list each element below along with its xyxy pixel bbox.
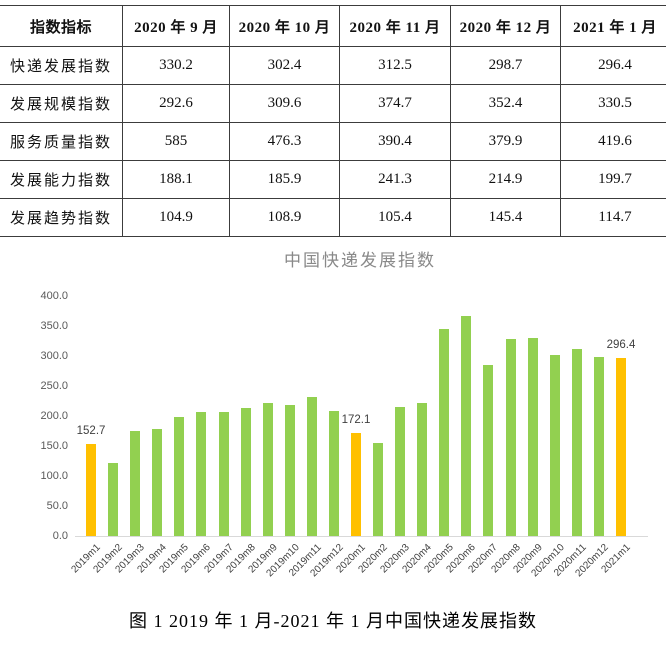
header-cell-month: 2020 年 11 月 (339, 5, 451, 47)
value-cell: 145.4 (450, 198, 561, 237)
header-cell-indicator: 指数指标 (0, 5, 123, 47)
bar-2020m5 (439, 329, 450, 536)
row-label: 快递发展指数 (0, 46, 123, 85)
y-axis-tick: 400.0 (40, 290, 68, 302)
value-cell: 185.9 (229, 160, 340, 199)
row-label: 服务质量指数 (0, 122, 123, 161)
index-table-body: 快递发展指数 330.2 302.4 312.5 298.7 296.4 发展规模指数 292… (0, 46, 666, 237)
bar-2021m1 (615, 358, 626, 536)
bar-2020m9 (527, 337, 538, 536)
figure-caption: 图 1 2019 年 1 月-2021 年 1 月中国快递发展指数 (129, 611, 537, 631)
bar-2019m2 (108, 463, 119, 536)
y-axis-tick: 150.0 (40, 440, 68, 452)
value-cell: 585 (122, 122, 230, 161)
value-cell: 379.9 (450, 122, 561, 161)
value-cell: 108.9 (229, 198, 340, 237)
header-cell-month: 2020 年 12 月 (450, 5, 561, 47)
bar-2020m11 (571, 348, 582, 536)
bar-2020m2 (373, 443, 384, 536)
bar-2019m1 (86, 444, 97, 536)
value-cell: 105.4 (339, 198, 451, 237)
value-cell: 298.7 (450, 46, 561, 85)
bar-2019m3 (130, 431, 141, 536)
y-axis-tick: 0.0 (52, 530, 68, 542)
header-row: 指数指标 2020 年 9 月 2020 年 10 月 2020 年 11 月 … (0, 5, 666, 47)
value-cell: 241.3 (339, 160, 451, 199)
value-cell: 104.9 (122, 198, 230, 237)
bar-2019m8 (240, 408, 251, 536)
table-row: 发展趋势指数 104.9 108.9 105.4 145.4 114.7 (0, 198, 666, 237)
value-cell: 188.1 (122, 160, 230, 199)
index-table: 指数指标 2020 年 9 月 2020 年 10 月 2020 年 11 月 … (0, 5, 666, 237)
value-cell: 476.3 (229, 122, 340, 161)
y-axis-tick: 200.0 (40, 410, 68, 422)
value-cell: 292.6 (122, 84, 230, 123)
value-cell: 312.5 (339, 46, 451, 85)
bar-2019m4 (152, 429, 163, 536)
table-row: 快递发展指数 330.2 302.4 312.5 298.7 296.4 (0, 46, 666, 85)
header-cell-month: 2020 年 10 月 (229, 5, 340, 47)
table-row: 发展规模指数 292.6 309.6 374.7 352.4 330.5 (0, 84, 666, 123)
chart-title: 中国快递发展指数 (284, 251, 436, 270)
bar-chart: 0.0 50.0 100.0 150.0 200.0 250.0 300.0 350.0 400… (0, 290, 666, 610)
index-table-header: 指数指标 2020 年 9 月 2020 年 10 月 2020 年 11 月 … (0, 5, 666, 47)
y-axis-tick: 350.0 (40, 320, 68, 332)
table-row: 发展能力指数 188.1 185.9 241.3 214.9 199.7 (0, 160, 666, 199)
value-cell: 419.6 (560, 122, 666, 161)
y-axis-tick: 250.0 (40, 380, 68, 392)
x-axis-line (75, 536, 648, 537)
value-cell: 309.6 (229, 84, 340, 123)
y-axis-tick: 100.0 (40, 470, 68, 482)
table-row: 服务质量指数 585 476.3 390.4 379.9 419.6 (0, 122, 666, 161)
header-cell-month: 2020 年 9 月 (122, 5, 230, 47)
bar-2020m12 (593, 356, 604, 536)
bar-2019m10 (284, 405, 295, 536)
row-label: 发展能力指数 (0, 160, 123, 199)
bar-2020m8 (505, 339, 516, 536)
bar-2020m7 (483, 365, 494, 536)
bar-2020m3 (395, 407, 406, 536)
value-cell: 114.7 (560, 198, 666, 237)
value-cell: 214.9 (450, 160, 561, 199)
data-label-2019m1: 152.7 (76, 425, 106, 438)
bar-2020m6 (461, 316, 472, 536)
y-axis-tick: 300.0 (40, 350, 68, 362)
value-cell: 296.4 (560, 46, 666, 85)
value-cell: 302.4 (229, 46, 340, 85)
value-cell: 352.4 (450, 84, 561, 123)
value-cell: 330.5 (560, 84, 666, 123)
value-cell: 199.7 (560, 160, 666, 199)
value-cell: 390.4 (339, 122, 451, 161)
bar-2020m1 (351, 432, 361, 536)
value-cell: 330.2 (122, 46, 230, 85)
plot-area: 152.7 172.1 296.4 (76, 296, 635, 536)
value-cell: 374.7 (339, 84, 451, 123)
bar-2019m9 (262, 402, 273, 536)
data-label-2020m1: 172.1 (341, 413, 371, 426)
y-axis-tick: 50.0 (46, 500, 68, 512)
bar-2020m10 (549, 354, 560, 536)
row-label: 发展趋势指数 (0, 198, 123, 237)
bar-2019m12 (328, 410, 339, 536)
bar-2019m6 (196, 411, 207, 536)
header-cell-month: 2021 年 1 月 (560, 5, 666, 47)
bar-2019m11 (306, 397, 317, 536)
data-label-2021m1: 296.4 (606, 339, 636, 352)
row-label: 发展规模指数 (0, 84, 123, 123)
bar-2020m4 (417, 403, 428, 536)
bar-2019m7 (218, 412, 229, 536)
bar-2019m5 (174, 417, 185, 536)
